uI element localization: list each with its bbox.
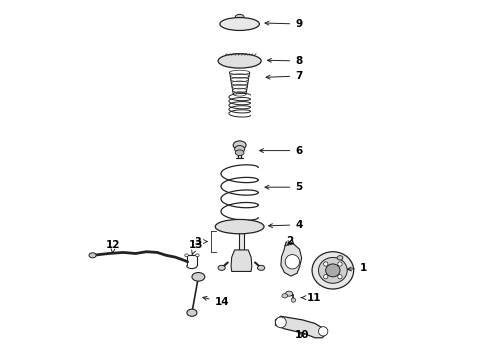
Ellipse shape xyxy=(258,265,265,270)
Text: 13: 13 xyxy=(188,239,203,255)
Ellipse shape xyxy=(338,262,342,266)
Text: 3: 3 xyxy=(195,237,207,247)
Ellipse shape xyxy=(285,255,299,269)
Text: 14: 14 xyxy=(203,296,229,307)
Ellipse shape xyxy=(233,220,246,226)
Text: 11: 11 xyxy=(301,293,321,303)
Text: 4: 4 xyxy=(269,220,303,230)
Text: 8: 8 xyxy=(268,56,302,66)
Text: 2: 2 xyxy=(287,236,294,246)
Ellipse shape xyxy=(185,254,188,257)
Ellipse shape xyxy=(246,21,251,24)
Text: 5: 5 xyxy=(265,182,302,192)
Ellipse shape xyxy=(196,254,199,257)
Ellipse shape xyxy=(318,257,347,283)
Ellipse shape xyxy=(291,298,295,302)
Ellipse shape xyxy=(233,141,246,149)
Ellipse shape xyxy=(234,21,245,28)
Ellipse shape xyxy=(323,275,328,279)
Ellipse shape xyxy=(323,262,328,266)
Ellipse shape xyxy=(337,256,343,260)
Ellipse shape xyxy=(235,150,244,156)
Ellipse shape xyxy=(223,54,256,65)
Ellipse shape xyxy=(318,327,328,336)
Ellipse shape xyxy=(282,294,288,298)
Ellipse shape xyxy=(228,21,233,24)
Text: 1: 1 xyxy=(347,263,367,273)
Ellipse shape xyxy=(326,264,340,277)
Ellipse shape xyxy=(218,265,225,270)
Ellipse shape xyxy=(230,55,250,62)
Polygon shape xyxy=(239,230,244,250)
Ellipse shape xyxy=(275,317,286,328)
Ellipse shape xyxy=(237,26,242,29)
Text: 12: 12 xyxy=(106,240,121,253)
Text: 10: 10 xyxy=(295,330,310,340)
Ellipse shape xyxy=(215,220,264,234)
Ellipse shape xyxy=(312,252,354,289)
Text: 7: 7 xyxy=(266,71,303,81)
Ellipse shape xyxy=(187,309,197,316)
Ellipse shape xyxy=(218,54,261,68)
Polygon shape xyxy=(281,244,302,276)
Ellipse shape xyxy=(286,291,293,296)
Ellipse shape xyxy=(220,18,259,31)
Ellipse shape xyxy=(235,145,245,153)
Ellipse shape xyxy=(89,253,96,258)
Ellipse shape xyxy=(338,275,342,279)
Polygon shape xyxy=(231,250,252,271)
Text: 9: 9 xyxy=(265,19,302,29)
Text: 6: 6 xyxy=(260,145,302,156)
Ellipse shape xyxy=(192,273,205,281)
Polygon shape xyxy=(275,316,327,338)
Ellipse shape xyxy=(235,14,244,19)
